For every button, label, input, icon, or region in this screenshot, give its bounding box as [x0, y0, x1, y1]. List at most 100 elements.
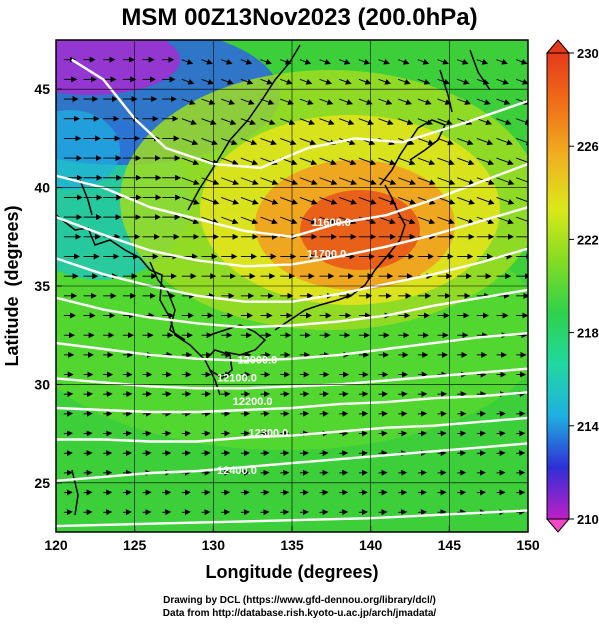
wind-arrow: [516, 157, 528, 166]
wind-arrow: [516, 216, 528, 225]
wind-arrow: [358, 177, 377, 186]
wind-arrow: [358, 58, 371, 65]
wind-arrow: [378, 98, 393, 105]
wind-arrow: [437, 98, 452, 105]
wind-arrow: [280, 98, 295, 105]
x-tick-label: 125: [123, 537, 147, 553]
wind-arrow: [516, 78, 528, 85]
colorbar-tick-label: 230: [577, 46, 599, 61]
wind-arrow: [299, 58, 312, 65]
wind-arrow: [260, 78, 274, 85]
wind-arrow: [457, 137, 474, 146]
wind-arrow: [260, 98, 275, 105]
wind-arrow: [417, 137, 435, 146]
wind-arrow: [221, 177, 239, 186]
wind-arrow: [181, 78, 195, 85]
wind-arrow: [240, 78, 254, 85]
wind-arrow: [280, 78, 293, 85]
wind-arrow: [398, 197, 416, 205]
contour-label: 11600.0: [312, 217, 351, 229]
y-tick-label: 30: [34, 376, 50, 392]
wind-arrow: [378, 157, 396, 166]
wind-arrow: [280, 137, 297, 146]
wind-arrow: [398, 98, 413, 105]
wind-arrow: [221, 118, 237, 126]
wind-arrow: [319, 78, 333, 85]
wind-arrow: [437, 78, 451, 85]
wind-arrow: [476, 78, 490, 85]
wind-arrow: [516, 197, 528, 205]
wind-arrow: [240, 118, 257, 126]
wind-arrow: [319, 157, 337, 166]
wind-arrow: [496, 78, 510, 85]
wind-arrow: [457, 177, 475, 186]
colorbar-tick-label: 210: [577, 512, 599, 527]
y-tick-label: 35: [34, 278, 50, 294]
wind-arrow: [457, 157, 475, 166]
wind-arrow: [181, 197, 200, 205]
wind-arrow: [240, 177, 259, 186]
wind-arrow: [457, 58, 469, 65]
y-tick-label: 45: [34, 81, 50, 97]
colorbar-tick-label: 218: [577, 326, 599, 341]
wind-arrow: [260, 58, 272, 65]
credit-drawing: Drawing by DCL (https://www.gfd-dennou.o…: [163, 595, 436, 606]
wind-arrow: [299, 98, 314, 105]
y-axis-ticks: 25 30 35 40 45: [34, 81, 62, 491]
wind-arrow: [398, 216, 416, 225]
wind-arrow: [319, 118, 335, 126]
wind-arrow: [299, 197, 318, 205]
wind-arrow: [201, 137, 218, 146]
wind-arrow: [358, 197, 377, 205]
wind-arrow: [221, 137, 238, 146]
wind-arrow: [181, 216, 200, 225]
x-axis-ticks: 120 125 130 135 140 145 150: [44, 526, 540, 553]
wind-arrow: [260, 137, 277, 146]
wind-arrow: [476, 118, 493, 126]
wind-arrow: [339, 157, 357, 166]
wind-arrow: [457, 98, 472, 105]
height-contour: [71, 58, 528, 170]
wind-arrow: [417, 118, 434, 126]
wind-arrow: [437, 58, 449, 65]
wind-arrow: [358, 98, 373, 105]
wind-arrow: [201, 98, 216, 105]
x-tick-label: 120: [44, 537, 68, 553]
wind-arrow: [457, 197, 475, 205]
wind-arrow: [417, 177, 436, 186]
wind-arrow: [476, 157, 495, 166]
wind-arrow: [417, 216, 436, 225]
wind-arrow: [339, 216, 357, 225]
map-title: MSM 00Z13Nov2023 (200.0hPa): [121, 4, 478, 31]
wind-arrow: [339, 98, 354, 105]
contour-label: 12000.0: [238, 355, 278, 367]
wind-arrow: [417, 78, 431, 85]
colorbar: 230 226 222 218 214 210: [545, 39, 599, 533]
wind-arrow: [398, 157, 416, 166]
wind-arrow: [181, 58, 194, 65]
wind-arrow: [516, 118, 528, 126]
wind-arrow: [339, 177, 357, 186]
y-tick-label: 40: [34, 180, 50, 196]
x-tick-label: 150: [516, 537, 540, 553]
credit-data: Data from http://database.rish.kyoto-u.a…: [162, 608, 437, 619]
wind-arrow: [516, 137, 528, 146]
wind-arrow: [181, 137, 199, 146]
wind-arrow: [378, 58, 390, 65]
wind-arrow: [378, 197, 397, 205]
wind-arrow: [437, 137, 454, 146]
wind-arrow: [437, 197, 456, 205]
x-tick-label: 130: [202, 537, 226, 553]
wind-arrow: [378, 216, 396, 225]
wind-arrow: [457, 216, 475, 225]
wind-arrow: [339, 78, 352, 85]
wind-arrow: [496, 157, 514, 166]
wind-arrow: [319, 58, 331, 65]
wind-arrow: [181, 98, 196, 105]
x-tick-label: 140: [359, 537, 383, 553]
wind-arrow: [516, 58, 528, 65]
colorbar-tick-label: 226: [577, 139, 599, 154]
wind-arrow: [398, 118, 414, 126]
wind-arrow: [417, 98, 432, 105]
wind-arrow: [358, 78, 372, 85]
